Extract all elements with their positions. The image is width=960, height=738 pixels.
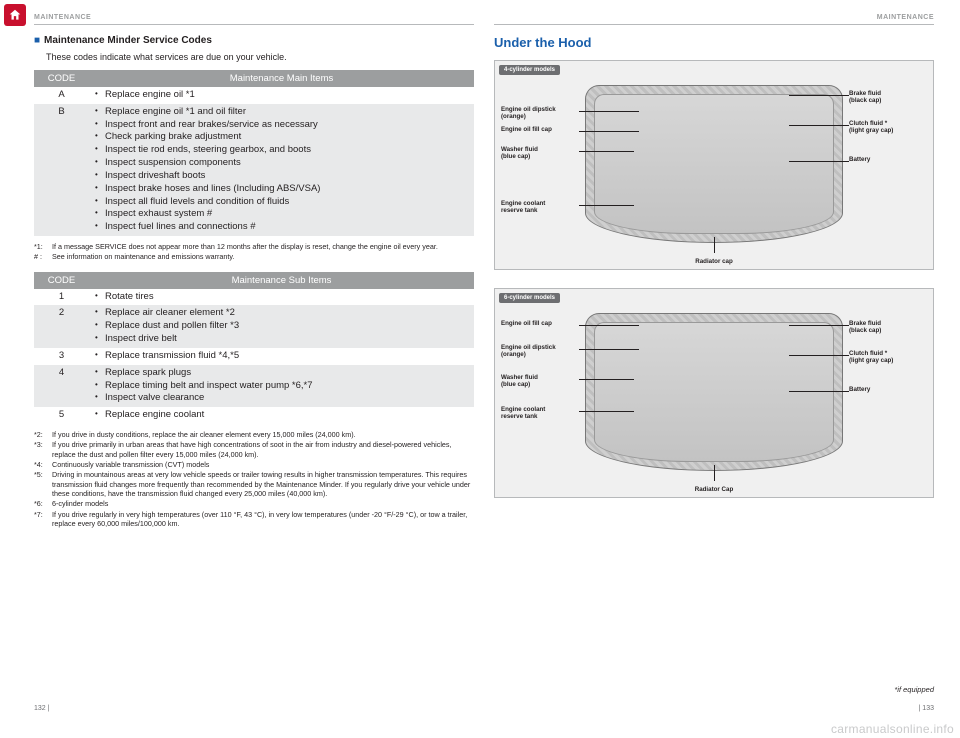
model-label-4cyl: 4-cylinder models bbox=[499, 65, 560, 75]
list-item: Replace engine oil *1 and oil filter bbox=[95, 106, 468, 119]
list-item: Inspect brake hoses and lines (Including… bbox=[95, 183, 468, 196]
footnotes-2: *2:If you drive in dusty conditions, rep… bbox=[34, 430, 474, 529]
page-number-left: 132 | bbox=[34, 705, 49, 712]
engine-bay-4cyl bbox=[585, 85, 843, 243]
callout-label: Battery bbox=[849, 387, 927, 394]
table-row: 5 Replace engine coolant bbox=[34, 407, 474, 424]
section-title-text: Maintenance Minder Service Codes bbox=[44, 35, 212, 46]
radiator-cap-6cyl: Radiator Cap bbox=[495, 486, 933, 493]
items-cell: Replace engine oil *1 bbox=[89, 87, 474, 104]
right-page: MAINTENANCE Under the Hood 4-cylinder mo… bbox=[494, 14, 934, 714]
home-icon bbox=[8, 8, 22, 22]
table-row: 3 Replace transmission fluid *4,*5 bbox=[34, 348, 474, 365]
table-row: 4Replace spark plugsReplace timing belt … bbox=[34, 365, 474, 407]
callout-label: Battery bbox=[849, 157, 927, 164]
list-item: Replace dust and pollen filter *3 bbox=[95, 320, 468, 333]
items-cell: Replace air cleaner element *2Replace du… bbox=[89, 305, 474, 347]
header-right: MAINTENANCE bbox=[494, 14, 934, 25]
watermark: carmanualsonline.info bbox=[831, 722, 954, 736]
table-row: BReplace engine oil *1 and oil filterIns… bbox=[34, 104, 474, 236]
callout-label: Engine oil dipstick (orange) bbox=[501, 345, 579, 359]
square-bullet: ■ bbox=[34, 35, 40, 46]
footnote: *2:If you drive in dusty conditions, rep… bbox=[34, 430, 474, 439]
items-cell: Replace engine oil *1 and oil filterInsp… bbox=[89, 104, 474, 236]
list-item: Replace timing belt and inspect water pu… bbox=[95, 380, 468, 393]
callout-label: Clutch fluid * (light gray cap) bbox=[849, 351, 927, 365]
list-item: Rotate tires bbox=[95, 291, 468, 304]
code-cell: 3 bbox=[34, 348, 89, 365]
sub-head-code: CODE bbox=[34, 272, 89, 289]
list-item: Replace transmission fluid *4,*5 bbox=[95, 350, 468, 363]
code-cell: 4 bbox=[34, 365, 89, 407]
callout-label: Engine oil fill cap bbox=[501, 127, 579, 134]
if-equipped-note: *if equipped bbox=[894, 685, 934, 694]
list-item: Replace engine coolant bbox=[95, 409, 468, 422]
intro-text: These codes indicate what services are d… bbox=[46, 52, 474, 62]
list-item: Inspect driveshaft boots bbox=[95, 170, 468, 183]
page-number-right: | 133 bbox=[919, 705, 934, 712]
code-cell: 5 bbox=[34, 407, 89, 424]
list-item: Replace engine oil *1 bbox=[95, 89, 468, 102]
callout-label: Brake fluid (black cap) bbox=[849, 91, 927, 105]
list-item: Inspect valve clearance bbox=[95, 392, 468, 405]
footnote: *5:Driving in mountainous areas at very … bbox=[34, 470, 474, 498]
hood-figure-4cyl: 4-cylinder models Radiator cap Engine oi… bbox=[494, 60, 934, 270]
code-cell: B bbox=[34, 104, 89, 236]
left-page: MAINTENANCE ■ Maintenance Minder Service … bbox=[34, 14, 474, 714]
list-item: Inspect exhaust system # bbox=[95, 208, 468, 221]
footnotes-1: *1:If a message SERVICE does not appear … bbox=[34, 242, 474, 262]
callout-label: Engine coolant reserve tank bbox=[501, 201, 579, 215]
model-label-6cyl: 6-cylinder models bbox=[499, 293, 560, 303]
section-title: ■ Maintenance Minder Service Codes bbox=[34, 35, 474, 46]
list-item: Inspect tie rod ends, steering gearbox, … bbox=[95, 144, 468, 157]
list-item: Check parking brake adjustment bbox=[95, 131, 468, 144]
footnote: *6:6-cylinder models bbox=[34, 499, 474, 508]
items-cell: Replace engine coolant bbox=[89, 407, 474, 424]
sub-items-table: CODE Maintenance Sub Items 1 Rotate tires… bbox=[34, 272, 474, 424]
list-item: Inspect drive belt bbox=[95, 333, 468, 346]
callout-label: Washer fluid (blue cap) bbox=[501, 375, 579, 389]
list-item: Inspect all fluid levels and condition o… bbox=[95, 196, 468, 209]
main-items-table: CODE Maintenance Main Items AReplace eng… bbox=[34, 70, 474, 236]
list-item: Replace spark plugs bbox=[95, 367, 468, 380]
under-hood-title: Under the Hood bbox=[494, 35, 934, 50]
code-cell: 2 bbox=[34, 305, 89, 347]
list-item: Inspect suspension components bbox=[95, 157, 468, 170]
hood-figure-6cyl: 6-cylinder models Radiator Cap Engine oi… bbox=[494, 288, 934, 498]
items-cell: Replace transmission fluid *4,*5 bbox=[89, 348, 474, 365]
items-cell: Rotate tires bbox=[89, 289, 474, 306]
home-button[interactable] bbox=[4, 4, 26, 26]
table-row: 2Replace air cleaner element *2Replace d… bbox=[34, 305, 474, 347]
callout-label: Brake fluid (black cap) bbox=[849, 321, 927, 335]
code-cell: A bbox=[34, 87, 89, 104]
callout-label: Engine oil dipstick (orange) bbox=[501, 107, 579, 121]
callout-label: Engine coolant reserve tank bbox=[501, 407, 579, 421]
engine-bay-6cyl bbox=[585, 313, 843, 471]
footnote: *4:Continuously variable transmission (C… bbox=[34, 460, 474, 469]
main-head-desc: Maintenance Main Items bbox=[89, 70, 474, 87]
table-row: 1 Rotate tires bbox=[34, 289, 474, 306]
footnote: *7:If you drive regularly in very high t… bbox=[34, 510, 474, 529]
table-row: A Replace engine oil *1 bbox=[34, 87, 474, 104]
footnote: # :See information on maintenance and em… bbox=[34, 252, 474, 261]
list-item: Replace air cleaner element *2 bbox=[95, 307, 468, 320]
footnote: *3:If you drive primarily in urban areas… bbox=[34, 440, 474, 459]
radiator-cap-4cyl: Radiator cap bbox=[495, 258, 933, 265]
main-head-code: CODE bbox=[34, 70, 89, 87]
items-cell: Replace spark plugsReplace timing belt a… bbox=[89, 365, 474, 407]
sub-head-desc: Maintenance Sub Items bbox=[89, 272, 474, 289]
header-left: MAINTENANCE bbox=[34, 14, 474, 25]
callout-label: Clutch fluid * (light gray cap) bbox=[849, 121, 927, 135]
callout-label: Washer fluid (blue cap) bbox=[501, 147, 579, 161]
code-cell: 1 bbox=[34, 289, 89, 306]
list-item: Inspect front and rear brakes/service as… bbox=[95, 119, 468, 132]
footnote: *1:If a message SERVICE does not appear … bbox=[34, 242, 474, 251]
callout-label: Engine oil fill cap bbox=[501, 321, 579, 328]
list-item: Inspect fuel lines and connections # bbox=[95, 221, 468, 234]
